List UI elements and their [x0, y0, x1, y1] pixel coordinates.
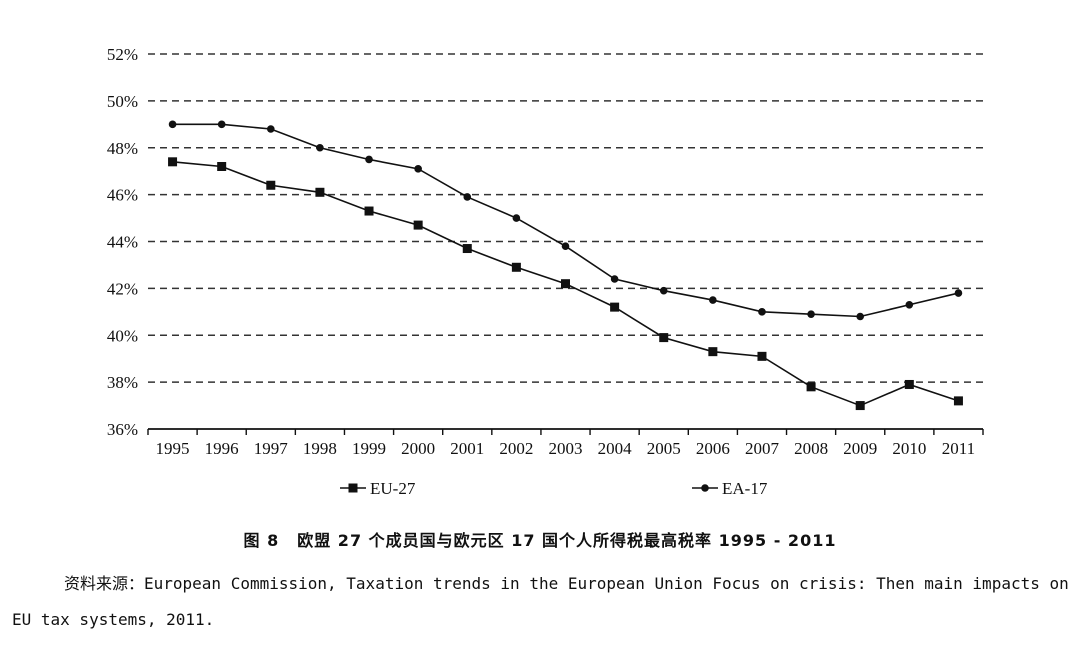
- legend-label: EU-27: [370, 479, 416, 498]
- data-point: [806, 382, 816, 392]
- data-point: [953, 396, 963, 406]
- figure-title: 欧盟 27 个成员国与欧元区 17 国个人所得税最高税率 1995 - 2011: [297, 531, 837, 550]
- x-axis-tick-labels: 1995 1996 1997 1998 1999 2000 2001 2002 2003 2004…: [156, 439, 976, 458]
- x-tick-label: 2000: [401, 439, 435, 458]
- data-point: [168, 157, 178, 167]
- data-point: [708, 347, 718, 357]
- series-lines: [168, 120, 963, 411]
- data-point: [610, 275, 619, 283]
- y-tick-label: 46%: [107, 186, 138, 205]
- data-point: [904, 379, 914, 389]
- data-point: [266, 125, 275, 133]
- x-tick-label: 2005: [647, 439, 681, 458]
- data-point: [413, 220, 423, 230]
- x-tick-label: 2007: [745, 439, 780, 458]
- series-eu-27: [168, 157, 963, 411]
- data-point: [217, 162, 227, 171]
- y-tick-label: 36%: [107, 420, 138, 439]
- source-note: 资料来源：European Commission, Taxation trend…: [12, 574, 1069, 629]
- x-tick-label: 1999: [352, 439, 386, 458]
- x-tick-label: 1997: [254, 439, 289, 458]
- data-point: [758, 308, 766, 316]
- data-point: [954, 289, 963, 297]
- x-tick-label: 1996: [205, 439, 239, 458]
- data-point: [364, 206, 374, 216]
- data-point: [659, 286, 668, 295]
- data-point: [905, 300, 914, 309]
- data-point: [659, 333, 669, 343]
- data-point: [463, 193, 472, 201]
- y-tick-label: 38%: [107, 373, 138, 392]
- x-tick-label: 2004: [598, 439, 633, 458]
- y-tick-label: 48%: [107, 139, 138, 158]
- data-point: [561, 242, 570, 250]
- data-point: [316, 143, 324, 152]
- data-point: [168, 120, 177, 129]
- data-point: [511, 262, 521, 272]
- data-point: [807, 310, 815, 318]
- data-point: [462, 244, 472, 254]
- data-point: [315, 187, 325, 197]
- line-chart: 52% 50% 48% 46% 44% 42% 40% 38% 36% 1995 1996 1997…: [107, 45, 984, 498]
- y-tick-label: 50%: [107, 92, 138, 111]
- x-tick-label: 2008: [794, 439, 828, 458]
- legend-marker: [348, 483, 358, 493]
- legend-marker: [701, 484, 709, 492]
- y-tick-label: 42%: [107, 279, 138, 298]
- axes: [147, 428, 984, 435]
- data-point: [266, 180, 276, 190]
- grid-lines: [148, 53, 983, 383]
- x-tick-label: 2002: [499, 439, 533, 458]
- data-point: [365, 155, 373, 164]
- x-tick-label: 2010: [892, 439, 926, 458]
- y-tick-label: 52%: [107, 45, 138, 64]
- data-point: [217, 120, 226, 129]
- data-point: [855, 401, 865, 411]
- data-point: [512, 214, 521, 222]
- x-tick-label: 2006: [696, 439, 730, 458]
- data-point: [414, 165, 422, 173]
- x-tick-label: 2001: [450, 439, 484, 458]
- data-point: [561, 279, 570, 289]
- data-point: [757, 351, 767, 361]
- legend-item-eu-27: EU-27: [340, 479, 416, 498]
- y-axis-tick-labels: 52% 50% 48% 46% 44% 42% 40% 38% 36%: [107, 45, 138, 439]
- data-point: [856, 312, 865, 321]
- series-ea-17: [168, 120, 963, 321]
- legend-label: EA-17: [722, 479, 768, 498]
- y-tick-label: 44%: [107, 233, 138, 252]
- y-tick-label: 40%: [107, 326, 138, 345]
- data-point: [610, 302, 620, 312]
- x-tick-label: 2003: [549, 439, 583, 458]
- x-tick-label: 1998: [303, 439, 337, 458]
- data-point: [709, 296, 717, 304]
- legend-item-ea-17: EA-17: [692, 479, 768, 498]
- x-tick-label: 2011: [942, 439, 975, 458]
- legend: EU-27 EA-17: [340, 479, 768, 498]
- figure-number: 图 8: [243, 531, 280, 550]
- x-tick-label: 2009: [843, 439, 877, 458]
- x-tick-label: 1995: [156, 439, 190, 458]
- figure-caption: 图 8 欧盟 27 个成员国与欧元区 17 国个人所得税最高税率 1995 - 2…: [0, 527, 1080, 551]
